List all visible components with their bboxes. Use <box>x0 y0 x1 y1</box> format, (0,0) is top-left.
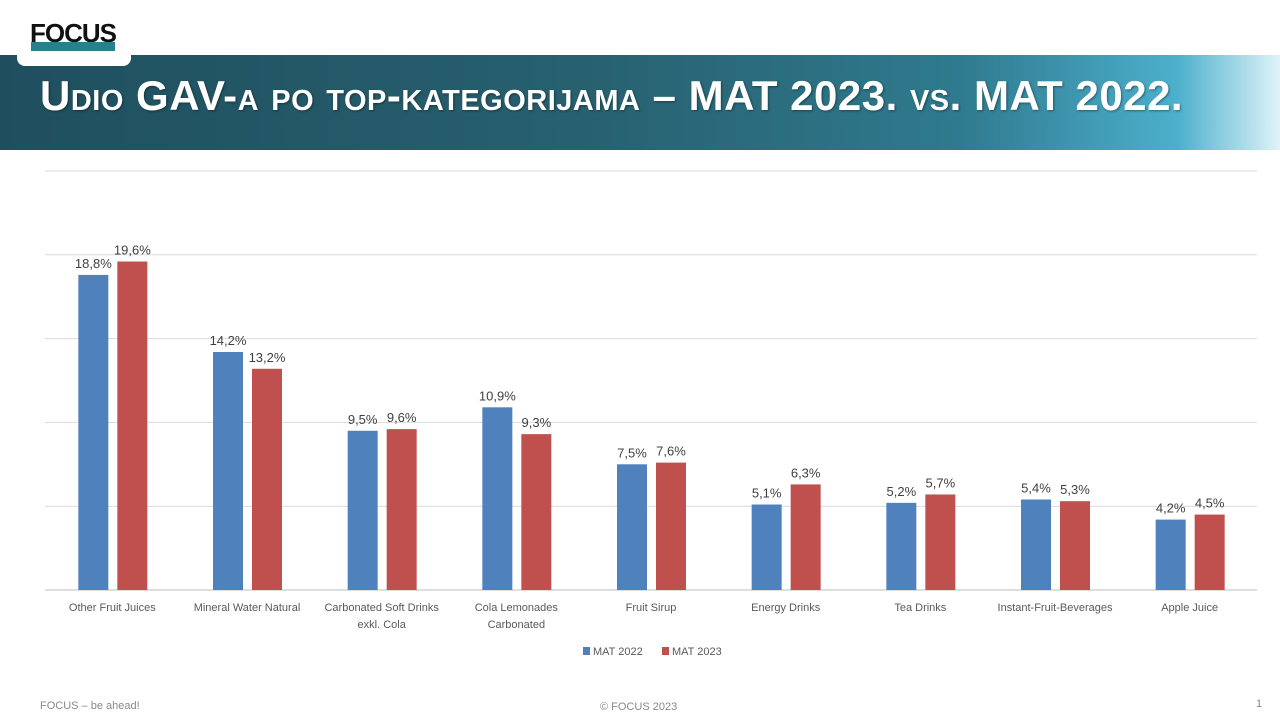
data-label: 5,1% <box>752 486 782 501</box>
category-label: Instant-Fruit-Beverages <box>998 602 1113 614</box>
data-label: 18,8% <box>75 256 112 271</box>
page-number: 1 <box>1256 698 1263 710</box>
data-label: 5,4% <box>1021 480 1051 495</box>
bar-mat-2023 <box>386 429 417 590</box>
bar-mat-2023 <box>252 368 282 590</box>
footer-tagline: FOCUS – be ahead! <box>40 700 140 712</box>
bar-mat-2022 <box>347 430 378 590</box>
data-label: 6,3% <box>791 465 821 480</box>
legend-swatch <box>662 647 669 655</box>
bar-mat-2022 <box>1155 519 1186 590</box>
bar-mat-2023 <box>117 261 148 590</box>
data-label: 10,9% <box>479 388 516 403</box>
logo-bar <box>31 42 115 51</box>
bar-mat-2022 <box>78 274 109 590</box>
category-label: Other Fruit Juices <box>69 602 156 614</box>
category-label: Carbonated Soft Drinks <box>324 602 439 614</box>
category-label: Mineral Water Natural <box>194 602 301 614</box>
category-label: Fruit Sirup <box>626 602 677 614</box>
bar-mat-2022 <box>213 352 243 590</box>
bar-mat-2023 <box>1194 514 1225 590</box>
data-label: 9,3% <box>522 415 552 430</box>
bar-mat-2022 <box>617 464 647 590</box>
bar-mat-2023 <box>521 434 552 590</box>
data-label: 9,6% <box>387 410 417 425</box>
data-label: 9,5% <box>348 412 378 427</box>
bar-mat-2022 <box>482 407 513 590</box>
legend-label: MAT 2023 <box>672 646 722 658</box>
footer-copyright: © FOCUS 2023 <box>600 701 678 713</box>
category-label: Carbonated <box>488 619 546 631</box>
bar-mat-2023 <box>1060 501 1090 590</box>
bar-mat-2023 <box>790 484 821 590</box>
page-title: Udio GAV-a po top-kategorijama – MAT 202… <box>40 72 1184 119</box>
bar-mat-2022 <box>1021 499 1051 590</box>
data-label: 4,5% <box>1195 496 1225 511</box>
data-label: 19,6% <box>114 243 151 258</box>
data-label: 13,2% <box>249 350 286 365</box>
category-label: exkl. Cola <box>358 619 407 631</box>
legend-swatch <box>583 647 590 655</box>
data-label: 5,7% <box>926 475 956 490</box>
data-label: 7,6% <box>656 444 686 459</box>
data-label: 5,2% <box>887 484 917 499</box>
data-label: 7,5% <box>617 445 647 460</box>
category-label: Energy Drinks <box>751 602 821 614</box>
category-label: Cola Lemonades <box>475 602 559 614</box>
data-label: 5,3% <box>1060 482 1090 497</box>
bar-mat-2023 <box>656 462 686 590</box>
data-label: 14,2% <box>210 333 247 348</box>
bar-mat-2022 <box>751 504 782 590</box>
title-banner <box>0 55 1280 150</box>
legend-label: MAT 2022 <box>593 646 643 658</box>
bar-mat-2022 <box>886 502 917 590</box>
category-label: Apple Juice <box>1161 602 1218 614</box>
data-label: 4,2% <box>1156 501 1186 516</box>
logo <box>17 8 131 66</box>
bar-mat-2023 <box>925 494 956 590</box>
category-label: Tea Drinks <box>894 602 946 614</box>
